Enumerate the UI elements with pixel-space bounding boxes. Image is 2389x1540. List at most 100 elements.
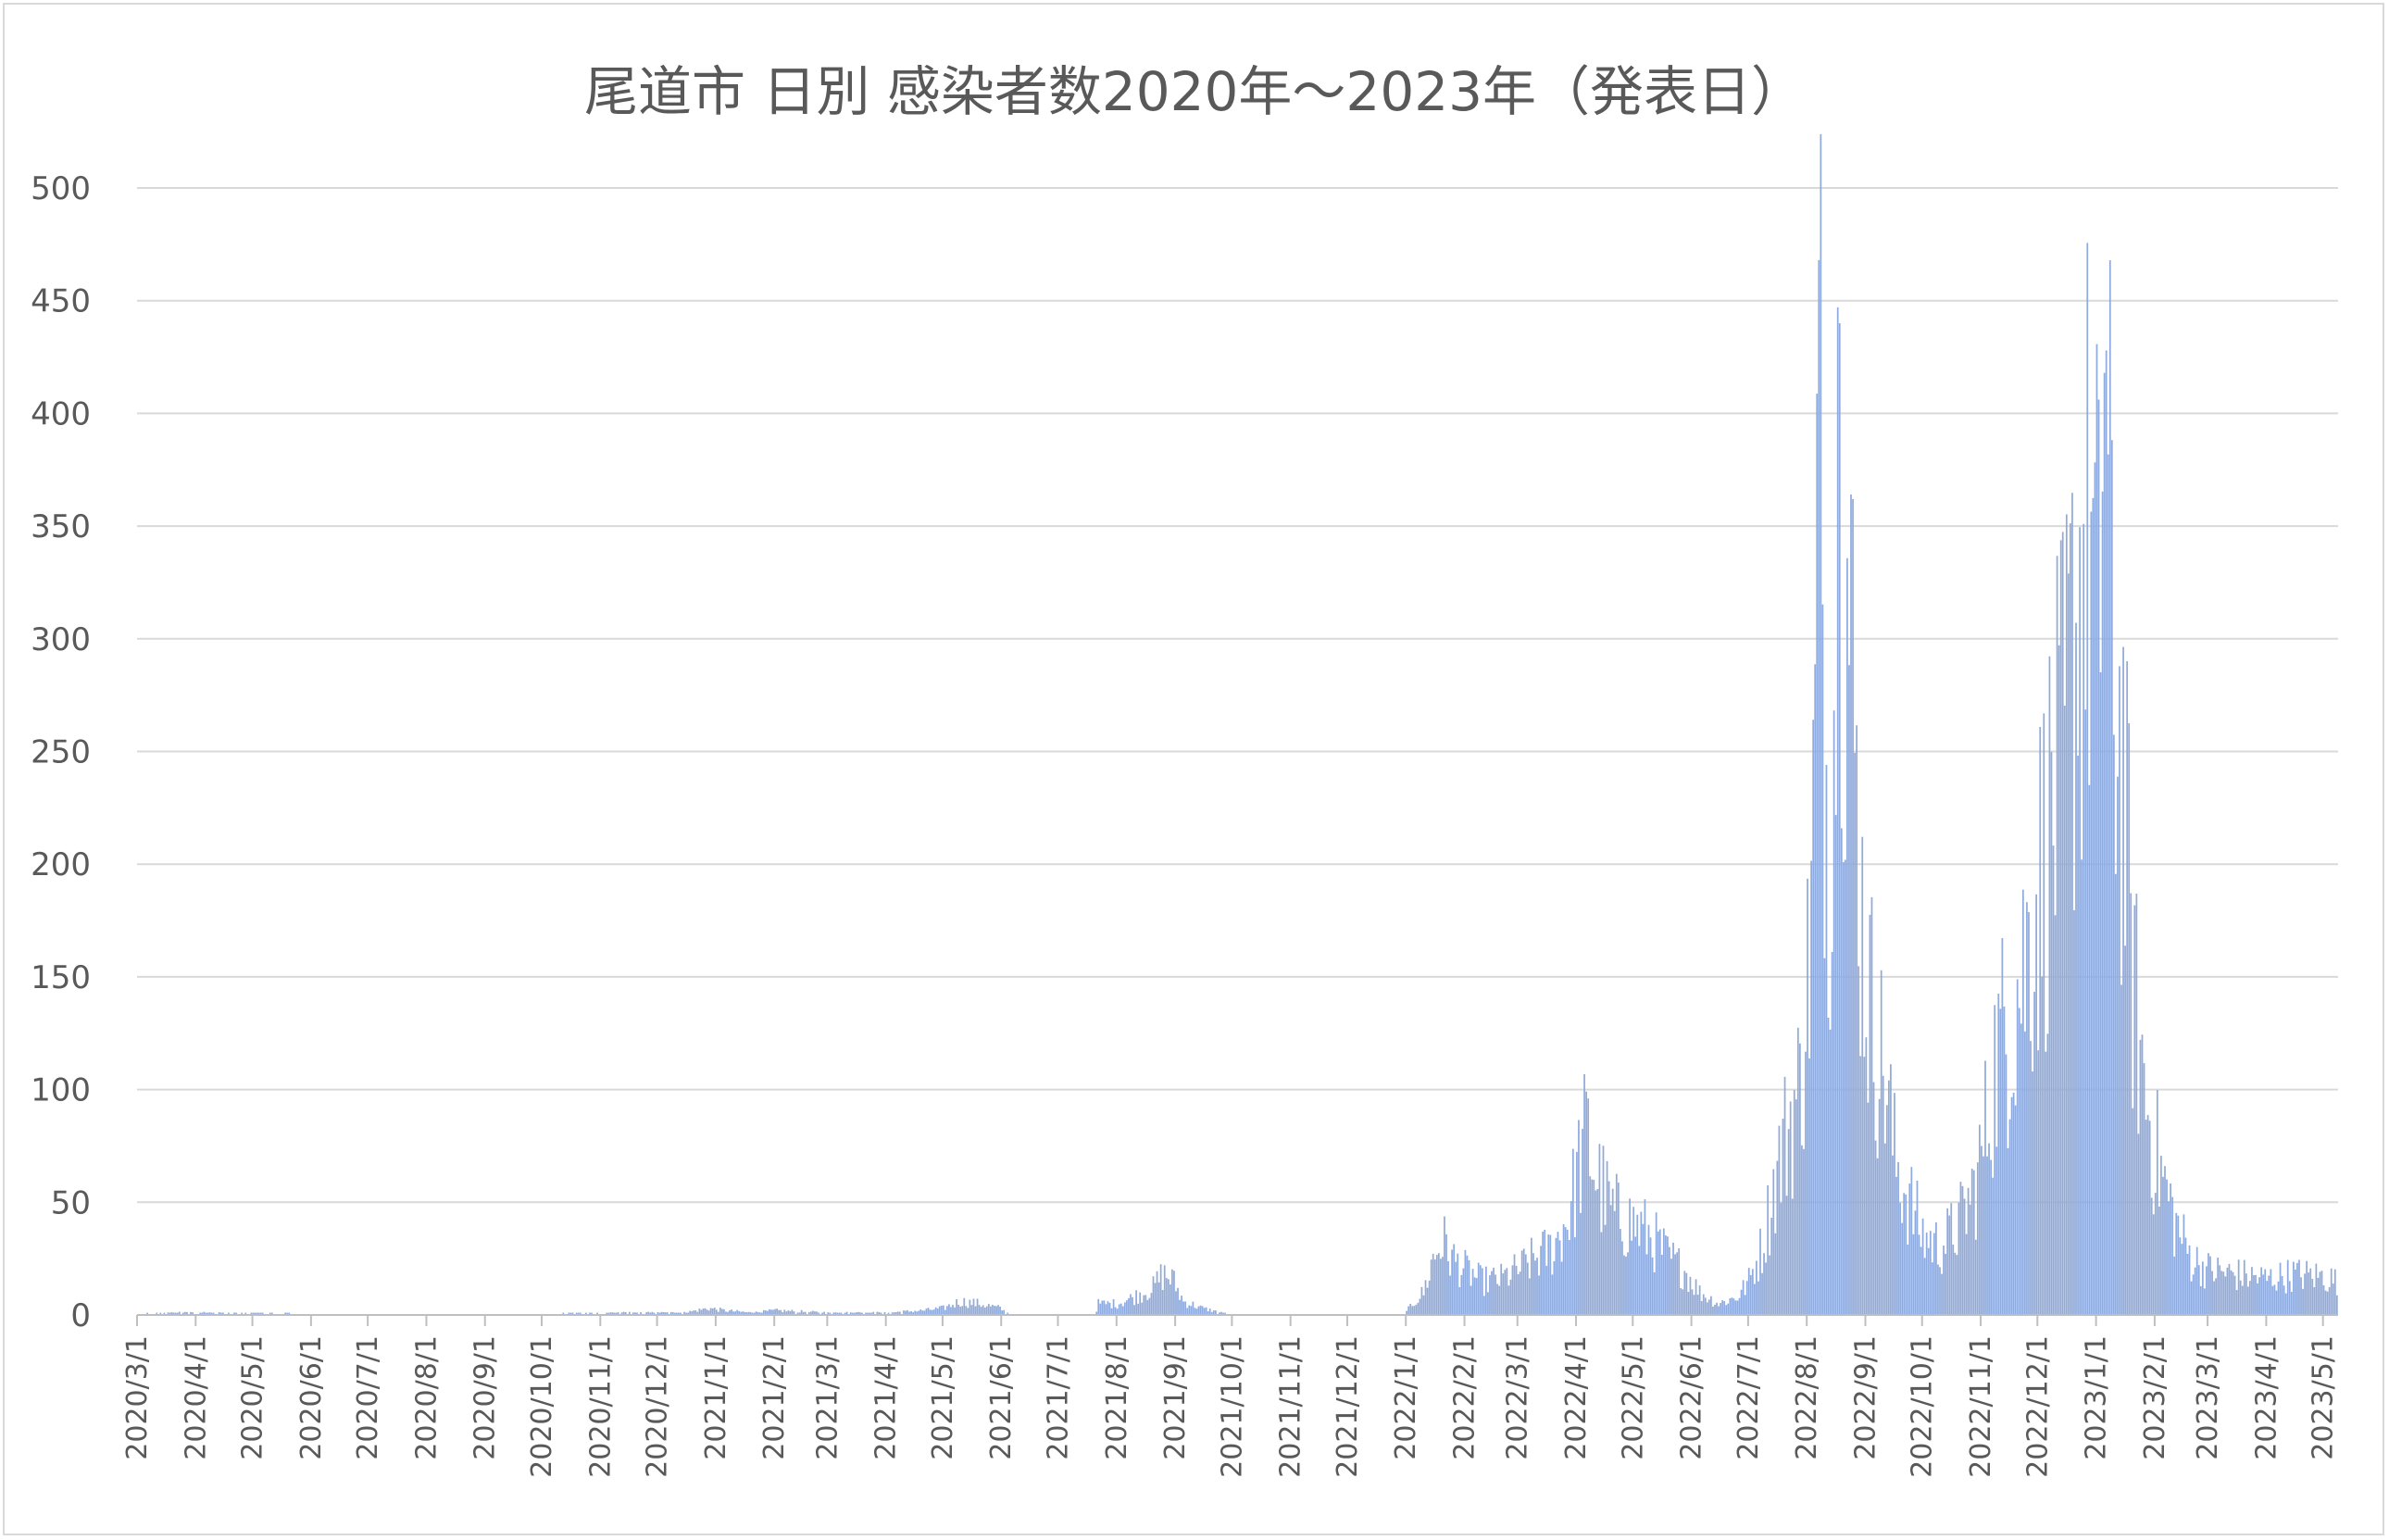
bar — [1199, 1305, 1202, 1315]
x-tick-label: 2022/9/1 — [1849, 1335, 1882, 1460]
bar — [878, 1311, 881, 1315]
bar — [671, 1311, 674, 1315]
bar — [898, 1311, 901, 1315]
bar — [1555, 1237, 1557, 1315]
bar — [734, 1311, 737, 1315]
bar — [1007, 1312, 1009, 1315]
bar — [963, 1297, 966, 1315]
bar — [832, 1312, 835, 1315]
bar — [1747, 1268, 1750, 1315]
bar — [1114, 1307, 1117, 1315]
bar — [1865, 1037, 1868, 1315]
bar — [2120, 984, 2122, 1315]
bar — [1573, 1237, 1576, 1315]
bar — [2105, 350, 2108, 1316]
bar — [1829, 1029, 1832, 1315]
bar — [2197, 1265, 2200, 1315]
bar — [950, 1307, 952, 1315]
bar — [944, 1309, 946, 1315]
bar — [1821, 604, 1824, 1315]
bar — [1963, 1198, 1966, 1315]
bar — [1003, 1309, 1006, 1315]
bar — [1791, 1198, 1794, 1315]
bar — [2041, 976, 2044, 1315]
bar — [662, 1311, 665, 1315]
bar — [974, 1306, 977, 1315]
bar — [1181, 1296, 1182, 1315]
bar — [1903, 1193, 1906, 1315]
bar — [800, 1309, 803, 1315]
x-axis-ticks: 2020/3/1 2020/4/1 2020/5/1 2020/6/1 2020/7/1… — [121, 1315, 2340, 1478]
bar — [1451, 1249, 1453, 1315]
bar — [1880, 970, 1882, 1315]
bar — [929, 1309, 932, 1315]
x-tick-label: 2022/3/1 — [1502, 1335, 1534, 1460]
bar — [1685, 1272, 1688, 1315]
bar — [607, 1312, 610, 1315]
bar — [1657, 1231, 1659, 1315]
bar — [2239, 1280, 2242, 1315]
bar — [872, 1311, 875, 1315]
bar — [259, 1312, 262, 1315]
bar — [713, 1308, 716, 1315]
bar — [1617, 1183, 1620, 1315]
bar — [252, 1312, 255, 1315]
bar — [2255, 1274, 2257, 1315]
bar — [851, 1312, 854, 1315]
bar — [2005, 1054, 2008, 1315]
bar — [2086, 243, 2089, 1316]
bar — [1918, 1234, 1920, 1315]
bar — [972, 1298, 975, 1315]
x-tick-label: 2021/7/1 — [1043, 1335, 1075, 1460]
x-tick-label: 2020/9/1 — [469, 1335, 502, 1460]
bar — [2184, 1237, 2187, 1315]
bar — [2021, 889, 2024, 1315]
bar — [983, 1308, 986, 1315]
bar — [1990, 1159, 1992, 1315]
bar — [1477, 1262, 1480, 1315]
bar — [1470, 1285, 1472, 1315]
bar — [1604, 1224, 1607, 1315]
bar — [2296, 1262, 2298, 1315]
x-tick-label: 2020/8/1 — [410, 1335, 443, 1460]
bar — [804, 1311, 807, 1315]
bar — [1869, 914, 1871, 1315]
bar — [1840, 828, 1843, 1315]
bar — [921, 1310, 924, 1315]
bar — [577, 1312, 580, 1315]
bar — [2152, 1214, 2155, 1315]
bar — [1714, 1305, 1716, 1315]
bar — [1943, 1246, 1945, 1315]
bar — [680, 1312, 682, 1315]
bar — [719, 1308, 721, 1315]
bar — [636, 1312, 638, 1315]
bar — [1872, 1082, 1875, 1315]
bar — [1583, 1074, 1585, 1315]
bar — [816, 1311, 818, 1315]
bar — [1916, 1180, 1919, 1315]
bar — [840, 1312, 843, 1315]
x-tick-label: 2022/8/1 — [1791, 1335, 1823, 1460]
bar — [1818, 259, 1820, 1315]
bar — [931, 1309, 933, 1315]
bar — [2043, 713, 2045, 1315]
bar — [1801, 1145, 1803, 1315]
bar — [1861, 836, 1864, 1315]
bar — [1413, 1306, 1416, 1315]
bar — [1683, 1271, 1686, 1315]
bar — [1437, 1253, 1440, 1315]
bar — [2243, 1259, 2245, 1315]
bar — [861, 1312, 863, 1315]
bar — [1720, 1303, 1721, 1315]
bar — [1693, 1295, 1695, 1315]
bar — [1854, 752, 1856, 1315]
bar — [2026, 902, 2028, 1315]
bar — [2033, 991, 2035, 1315]
bar — [1704, 1297, 1707, 1315]
x-tick-label: 2022/10/1 — [1907, 1335, 1939, 1478]
bar — [1159, 1264, 1162, 1315]
bar — [1406, 1310, 1407, 1315]
bar — [1969, 1204, 1971, 1315]
bar — [745, 1312, 748, 1315]
bar — [2300, 1277, 2302, 1315]
